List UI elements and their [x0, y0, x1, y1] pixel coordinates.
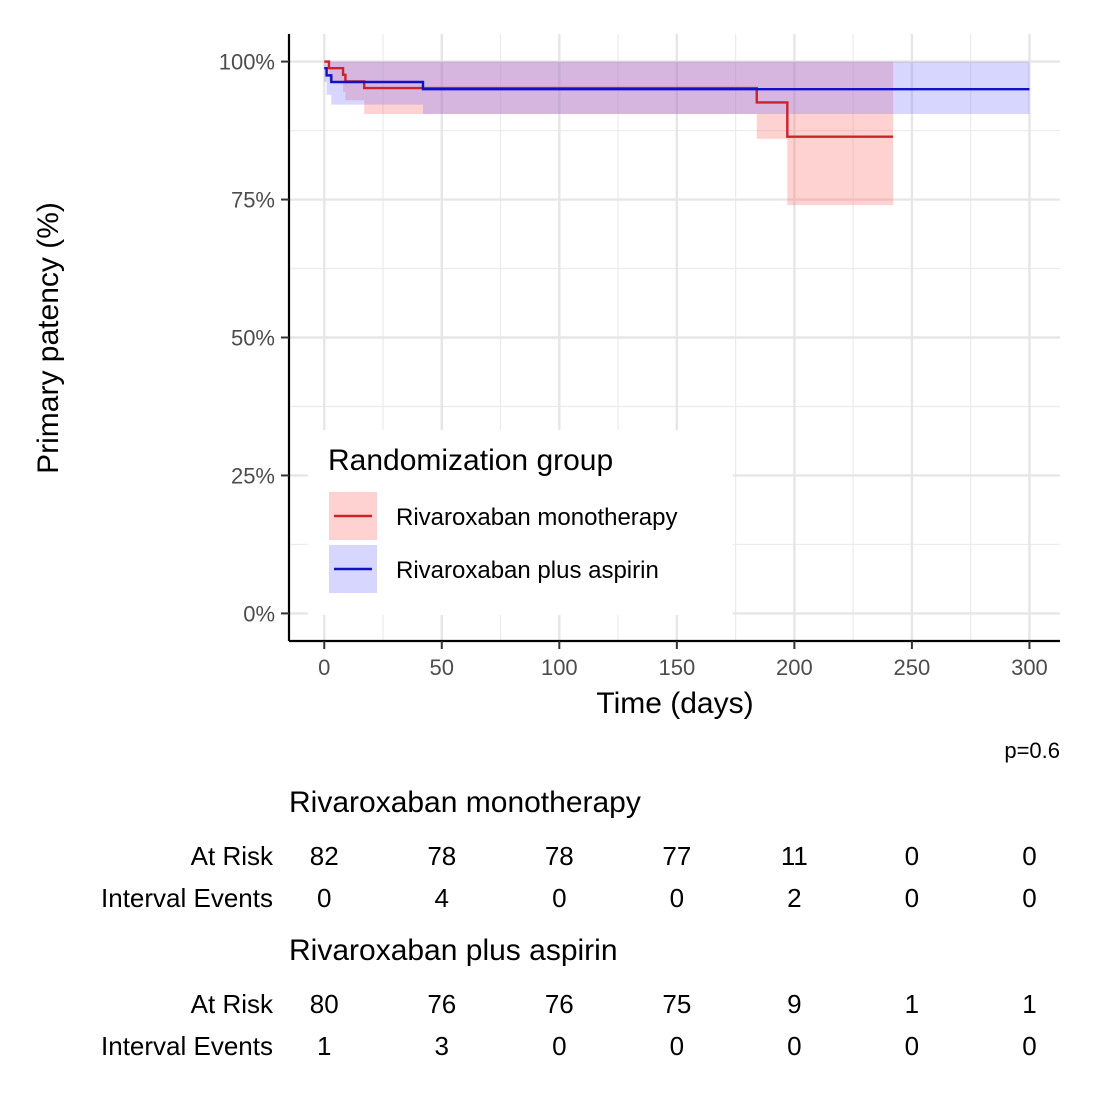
risk-row-label: Interval Events: [101, 883, 273, 913]
y-tick-label: 0%: [243, 601, 275, 626]
survival-curves: [324, 60, 1030, 138]
risk-value: 0: [552, 883, 566, 913]
risk-value: 4: [435, 883, 449, 913]
x-tick-label: 300: [1011, 655, 1048, 680]
x-tick-label: 250: [894, 655, 931, 680]
risk-value: 0: [905, 841, 919, 871]
risk-group-title: Rivaroxaban plus aspirin: [289, 934, 618, 967]
risk-value: 1: [1022, 989, 1036, 1019]
risk-value: 0: [317, 883, 331, 913]
risk-row-label: At Risk: [191, 841, 274, 871]
risk-value: 78: [427, 841, 456, 871]
risk-value: 1: [905, 989, 919, 1019]
legend-label: Rivaroxaban plus aspirin: [396, 557, 659, 584]
risk-value: 2: [787, 883, 801, 913]
risk-value: 76: [545, 989, 574, 1019]
ci-band-series-1: [324, 61, 894, 206]
risk-value: 80: [310, 989, 339, 1019]
p-value: p=0.6: [1004, 738, 1060, 763]
x-axis-title: Time (days): [596, 687, 753, 720]
risk-value: 82: [310, 841, 339, 871]
y-tick-label: 25%: [231, 463, 275, 488]
y-tick-label: 75%: [231, 188, 275, 213]
risk-value: 77: [662, 841, 691, 871]
legend-background: [308, 430, 733, 615]
x-tick-label: 50: [430, 655, 454, 680]
legend-title: Randomization group: [328, 444, 613, 477]
risk-value: 0: [670, 1031, 684, 1061]
risk-value: 0: [905, 1031, 919, 1061]
legend: Randomization group Rivaroxaban monother…: [308, 430, 733, 615]
risk-value: 78: [545, 841, 574, 871]
risk-value: 0: [670, 883, 684, 913]
risk-value: 9: [787, 989, 801, 1019]
risk-value: 0: [1022, 1031, 1036, 1061]
risk-value: 0: [552, 1031, 566, 1061]
risk-value: 0: [1022, 841, 1036, 871]
risk-value: 3: [435, 1031, 449, 1061]
risk-row-label: Interval Events: [101, 1031, 273, 1061]
risk-value: 1: [317, 1031, 331, 1061]
risk-value: 76: [427, 989, 456, 1019]
km-curve-series-2: [324, 67, 1030, 91]
legend-label: Rivaroxaban monotherapy: [396, 504, 678, 531]
risk-row-label: At Risk: [191, 989, 274, 1019]
risk-value: 11: [781, 841, 808, 871]
risk-group-title: Rivaroxaban monotherapy: [289, 786, 641, 819]
y-tick-label: 100%: [219, 50, 275, 75]
y-axis-title: Primary patency (%): [32, 202, 65, 474]
risk-value: 0: [787, 1031, 801, 1061]
x-tick-label: 0: [318, 655, 330, 680]
axes: 0% 25% 50% 75% 100% 0 50 100 150 200 250 300: [219, 34, 1060, 680]
risk-value: 0: [905, 883, 919, 913]
x-tick-label: 150: [658, 655, 695, 680]
y-tick-label: 50%: [231, 326, 275, 351]
x-tick-label: 200: [776, 655, 813, 680]
risk-value: 0: [1022, 883, 1036, 913]
x-tick-label: 100: [541, 655, 578, 680]
risk-value: 75: [662, 989, 691, 1019]
